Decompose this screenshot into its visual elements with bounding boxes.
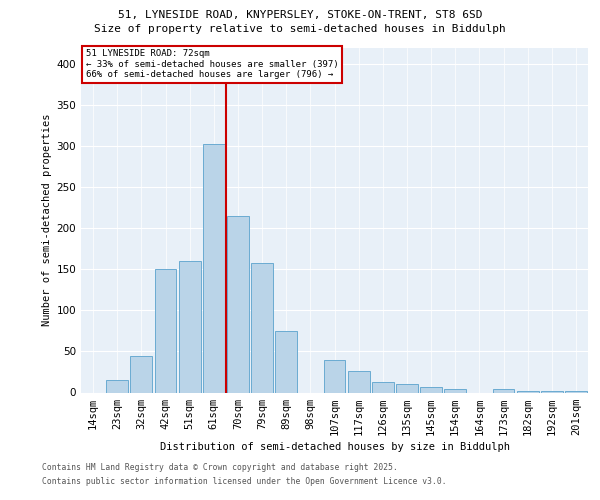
Bar — [372, 382, 394, 392]
Bar — [517, 391, 539, 392]
Text: Contains public sector information licensed under the Open Government Licence v3: Contains public sector information licen… — [42, 477, 446, 486]
Bar — [323, 360, 346, 392]
Bar — [251, 262, 273, 392]
Bar — [493, 389, 514, 392]
Text: 51, LYNESIDE ROAD, KNYPERSLEY, STOKE-ON-TRENT, ST8 6SD: 51, LYNESIDE ROAD, KNYPERSLEY, STOKE-ON-… — [118, 10, 482, 20]
Bar — [130, 356, 152, 393]
Text: Size of property relative to semi-detached houses in Biddulph: Size of property relative to semi-detach… — [94, 24, 506, 34]
Text: Contains HM Land Registry data © Crown copyright and database right 2025.: Contains HM Land Registry data © Crown c… — [42, 464, 398, 472]
Text: 51 LYNESIDE ROAD: 72sqm
← 33% of semi-detached houses are smaller (397)
66% of s: 51 LYNESIDE ROAD: 72sqm ← 33% of semi-de… — [86, 49, 338, 79]
Bar — [396, 384, 418, 392]
Bar — [203, 144, 224, 392]
Bar — [420, 387, 442, 392]
Bar — [106, 380, 128, 392]
Bar — [227, 216, 249, 392]
Bar — [275, 331, 297, 392]
Bar — [565, 391, 587, 392]
Bar — [445, 389, 466, 392]
Bar — [155, 270, 176, 392]
Bar — [179, 261, 200, 392]
Bar — [541, 391, 563, 392]
Bar — [348, 371, 370, 392]
Y-axis label: Number of semi-detached properties: Number of semi-detached properties — [42, 114, 52, 326]
X-axis label: Distribution of semi-detached houses by size in Biddulph: Distribution of semi-detached houses by … — [160, 442, 509, 452]
